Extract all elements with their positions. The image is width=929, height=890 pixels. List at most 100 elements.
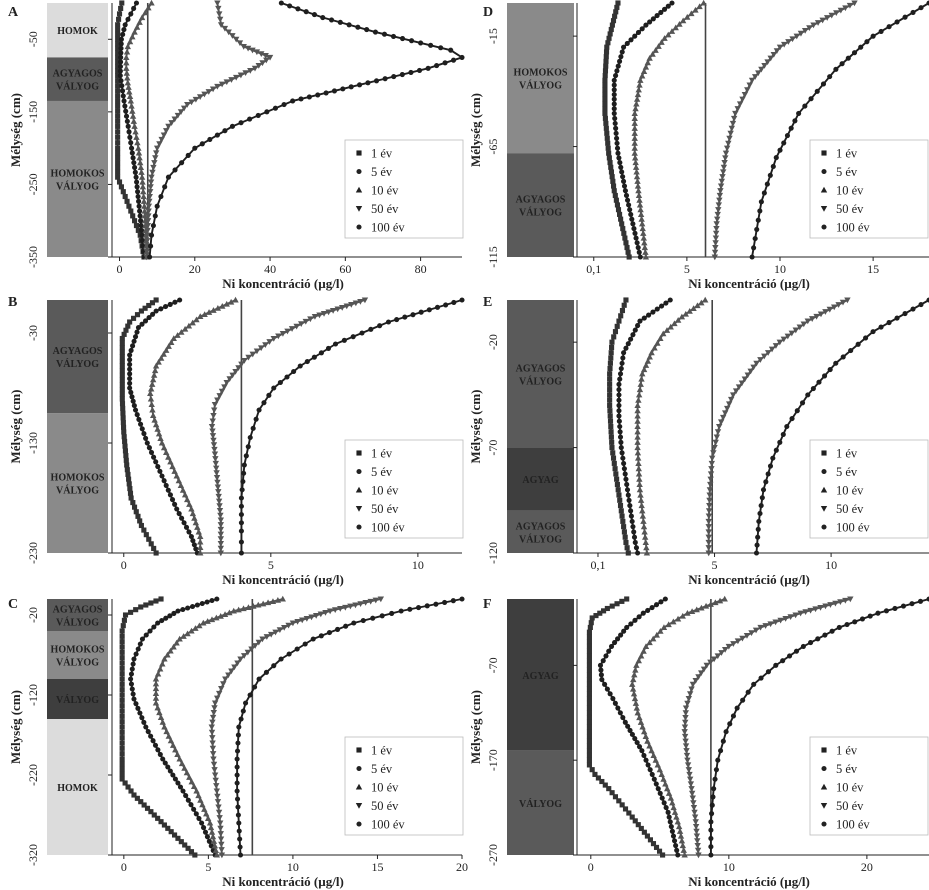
data-point (119, 713, 125, 719)
data-point (616, 413, 622, 419)
series-3 (634, 296, 709, 556)
data-point (120, 93, 126, 99)
data-point (151, 624, 157, 630)
legend-entry: 50 év (836, 799, 864, 813)
data-point (688, 10, 695, 17)
legend-entry: 10 év (371, 484, 399, 498)
data-point (243, 700, 249, 706)
data-point (621, 460, 627, 466)
data-point (681, 733, 689, 740)
data-point (662, 596, 668, 602)
data-point (839, 61, 845, 67)
data-point (207, 136, 213, 142)
data-point (264, 109, 270, 115)
data-point (152, 699, 160, 706)
data-point (802, 103, 808, 109)
data-point (635, 822, 641, 828)
data-point (157, 354, 165, 361)
data-point (586, 639, 592, 645)
data-point (618, 445, 624, 451)
data-point (190, 538, 196, 544)
data-point (606, 786, 612, 792)
data-point (894, 19, 900, 25)
data-point (619, 49, 625, 55)
series-2 (611, 0, 675, 260)
data-point (847, 596, 854, 603)
data-point (649, 635, 657, 642)
data-point (217, 541, 225, 547)
panel-label: C (8, 597, 18, 612)
data-point (684, 13, 691, 20)
data-point (175, 780, 181, 786)
data-point (671, 809, 679, 815)
data-point (641, 315, 647, 321)
data-point (127, 380, 133, 386)
data-point (665, 621, 672, 628)
data-point (647, 19, 653, 25)
data-point (180, 606, 186, 613)
data-point (807, 607, 814, 614)
data-point (134, 329, 140, 335)
data-point (787, 614, 794, 620)
data-point (784, 333, 792, 340)
y-tick-label: -120 (26, 684, 40, 706)
data-point (214, 83, 221, 90)
data-point (115, 83, 121, 89)
data-point (115, 22, 121, 28)
data-point (174, 506, 180, 512)
data-point (217, 612, 224, 619)
panel-label: A (8, 5, 19, 20)
data-point (389, 610, 395, 616)
data-point (759, 495, 765, 501)
soil-layer (47, 413, 108, 553)
data-point (586, 653, 592, 659)
data-point (650, 841, 657, 847)
data-point (428, 42, 434, 48)
data-point (167, 458, 174, 465)
data-point (189, 319, 196, 326)
data-point (646, 312, 652, 318)
data-point (611, 460, 617, 466)
data-point (192, 519, 200, 526)
data-point (232, 74, 240, 81)
legend-marker (821, 168, 827, 175)
data-point (728, 125, 736, 132)
data-point (126, 129, 132, 135)
legend-marker (821, 821, 827, 827)
data-point (311, 12, 318, 18)
data-point (228, 668, 235, 675)
data-point (194, 602, 200, 608)
data-point (611, 87, 617, 93)
x-tick-label: 20 (861, 860, 873, 874)
data-point (136, 154, 143, 161)
data-point (134, 412, 140, 418)
data-point (620, 455, 626, 461)
data-point (698, 604, 705, 611)
data-point (744, 372, 751, 379)
data-point (208, 423, 216, 430)
data-point (173, 472, 180, 479)
data-point (160, 351, 167, 357)
data-point (235, 804, 241, 810)
legend-marker (821, 765, 827, 772)
data-point (635, 29, 642, 36)
data-point (128, 495, 134, 501)
data-point (669, 799, 676, 806)
data-point (713, 434, 721, 441)
data-point (607, 418, 614, 424)
y-tick-label: -320 (26, 844, 40, 866)
data-point (773, 155, 779, 161)
data-point (648, 747, 655, 754)
data-point (122, 22, 128, 28)
data-point (165, 732, 172, 739)
data-point (689, 795, 696, 802)
data-point (621, 466, 627, 472)
data-point (215, 489, 222, 495)
data-point (848, 348, 854, 354)
data-point (600, 658, 606, 664)
data-point (161, 655, 168, 662)
data-point (334, 626, 341, 632)
data-point (665, 3, 671, 9)
data-point (634, 449, 642, 456)
data-point (635, 391, 643, 398)
